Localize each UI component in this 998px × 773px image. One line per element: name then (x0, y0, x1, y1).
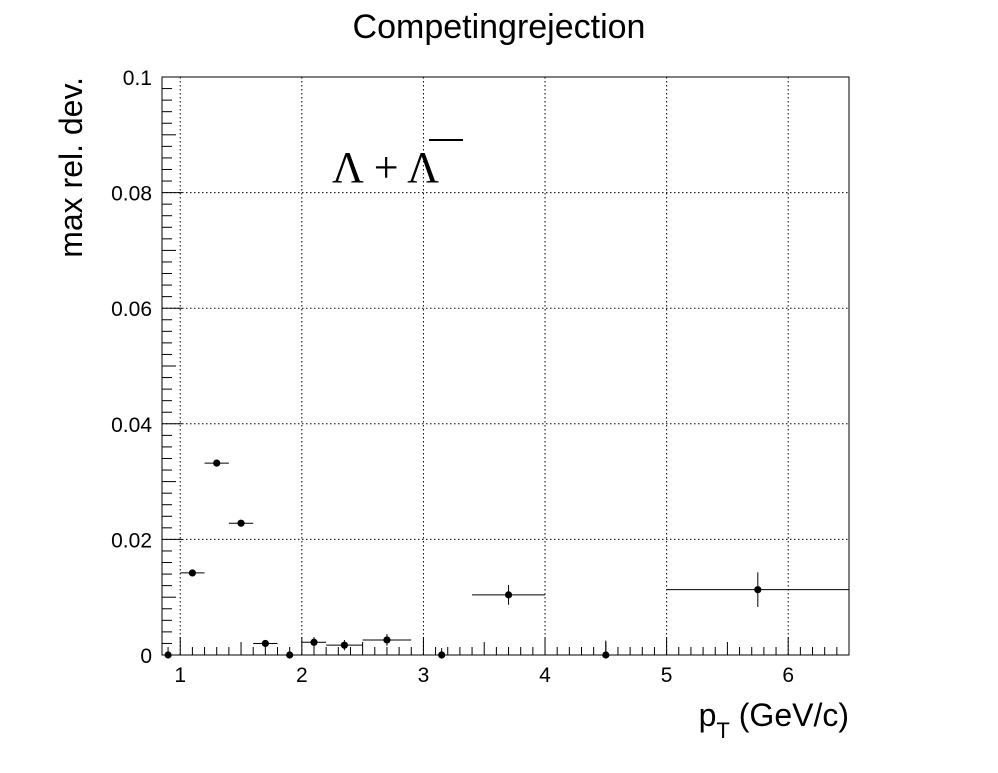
y-tick-label: 0.02 (111, 529, 152, 552)
data-point (204, 459, 229, 467)
y-tick-labels: 0 0.02 0.04 0.06 0.08 0.1 (111, 67, 152, 668)
y-tick-label: 0.04 (111, 414, 152, 437)
data-point (362, 634, 412, 646)
data-point (164, 651, 172, 659)
data-point (666, 572, 849, 608)
chart-title: Competingrejection (353, 8, 646, 46)
y-axis-title: max rel. dev. (53, 77, 89, 258)
data-points (164, 459, 849, 659)
y-tick-label: 0.08 (111, 183, 152, 206)
annotation: Λ + Λ (332, 139, 463, 192)
y-tick-label: 0.1 (123, 67, 152, 90)
x-tick-label: 3 (418, 664, 430, 687)
data-point (472, 585, 546, 605)
point-marker (383, 636, 391, 644)
x-tick-label: 4 (539, 664, 551, 687)
grid-lines (162, 77, 849, 655)
data-point (277, 651, 302, 659)
plot-frame (161, 76, 850, 656)
data-point (301, 637, 327, 648)
annotation-lambda-plus: Λ + (332, 143, 407, 192)
point-marker (213, 459, 221, 467)
data-point (545, 640, 667, 659)
point-marker (237, 519, 245, 527)
data-point (326, 639, 363, 651)
x-tick-labels: 1 2 3 4 5 6 (174, 664, 794, 687)
point-marker (286, 651, 294, 659)
x-tick-label: 1 (174, 664, 186, 687)
data-point (411, 648, 473, 659)
svg-text:Λ + Λ: Λ + Λ (332, 143, 439, 192)
y-tick-label: 0.06 (111, 298, 152, 321)
x-tick-label: 2 (296, 664, 308, 687)
x-tick-label: 5 (661, 664, 673, 687)
point-marker (754, 586, 762, 594)
point-marker (188, 569, 196, 577)
annotation-lambda-bar: Λ (407, 143, 439, 192)
point-marker (310, 638, 318, 646)
point-marker (504, 591, 513, 599)
x-tick-label: 6 (782, 664, 794, 687)
axis-ticks (162, 76, 850, 656)
point-marker (438, 651, 446, 659)
data-point (253, 639, 278, 648)
point-marker (164, 651, 172, 659)
point-marker (340, 641, 348, 649)
data-point (228, 519, 254, 527)
point-marker (261, 639, 269, 648)
point-marker (602, 651, 610, 659)
y-tick-label: 0 (140, 645, 152, 668)
x-axis-title: pT (GeV/c) (699, 697, 849, 743)
data-point (180, 569, 205, 577)
